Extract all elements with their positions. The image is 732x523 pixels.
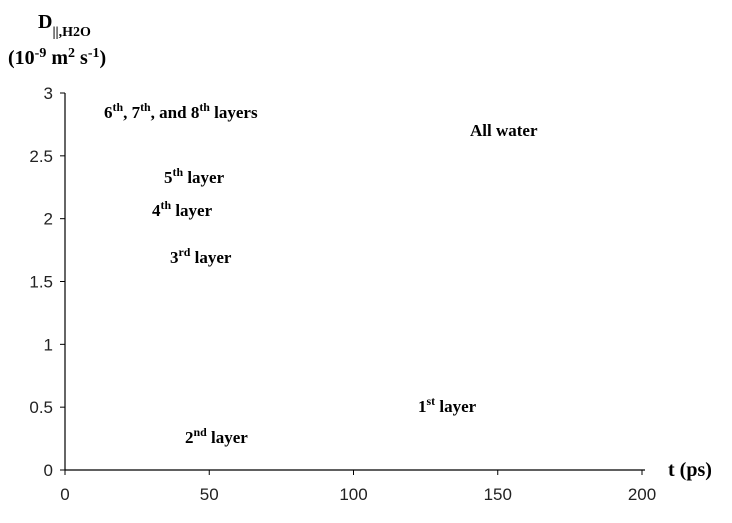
annotation-part: layer [207,428,249,447]
annotation: 1st layer [418,394,477,416]
y-axis-title-part: -1 [88,46,100,61]
y-axis-title-part: (10 [8,47,35,69]
annotation-part: th [161,198,172,212]
y-tick-label: 2 [44,210,53,229]
annotation-part: nd [194,425,208,439]
annotation-part: th [173,165,184,179]
y-axis-title-part: ||,H2O [52,25,91,40]
annotation-part: layers [210,103,258,122]
annotation-part: st [427,394,436,408]
y-tick-label: 3 [44,84,53,103]
y-tick-label: 2.5 [29,147,53,166]
y-axis-title: (10-9 m2 s-1) [8,46,106,70]
annotation-part: layer [183,168,225,187]
x-axis-title: t (ps) [668,459,712,481]
y-tick-label: 1.5 [29,273,53,292]
annotation-part: 6 [104,103,113,122]
x-tick-label: 150 [484,485,512,504]
annotation-part: layer [435,397,477,416]
annotation-part: layer [171,201,213,220]
annotation: 6th, 7th, and 8th layers [104,100,258,122]
y-axis-title: D||,H2O [38,11,91,40]
y-axis-title-part: -9 [35,46,47,61]
annotation: 4th layer [152,198,213,220]
y-axis-title-part: 2 [68,46,75,61]
y-axis-title-part: ) [99,47,106,69]
annotation: 3rd layer [170,245,232,267]
annotation-part: 2 [185,428,194,447]
y-tick-label: 0.5 [29,398,53,417]
annotation: 5th layer [164,165,225,187]
y-tick-label: 0 [44,461,53,480]
y-axis-title-part: D [38,11,52,33]
annotation-part: rd [179,245,191,259]
x-tick-label: 200 [628,485,656,504]
annotation-part: layer [190,248,232,267]
annotation-part: 3 [170,248,179,267]
annotation-part: , 7 [123,103,141,122]
y-tick-label: 1 [44,335,53,354]
annotation-part: 5 [164,168,173,187]
annotation-part: th [140,100,151,114]
x-tick-label: 50 [200,485,219,504]
annotation-part: 4 [152,201,161,220]
y-axis-title-part: m [46,47,68,69]
y-axis-title-part: s [75,47,88,69]
annotation-part: 1 [418,397,427,416]
annotation-part: , and 8 [151,103,200,122]
annotation-part: th [199,100,210,114]
annotation-part: th [113,100,124,114]
x-tick-label: 0 [60,485,69,504]
annotation: 2nd layer [185,425,248,447]
annotation-part: All water [470,121,538,140]
x-tick-label: 100 [339,485,367,504]
annotation: All water [470,121,538,140]
